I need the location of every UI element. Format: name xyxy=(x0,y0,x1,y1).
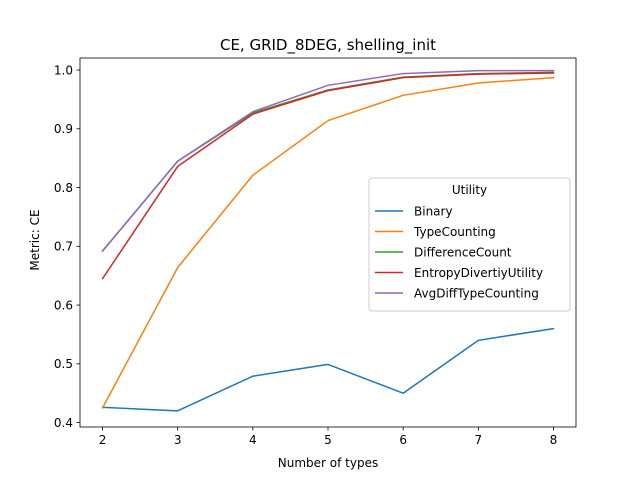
y-tick-label: 0.8 xyxy=(54,181,73,195)
x-tick-label: 5 xyxy=(324,433,332,447)
legend-label-0: Binary xyxy=(414,204,453,218)
chart-title: CE, GRID_8DEG, shelling_init xyxy=(220,36,436,55)
legend-title: Utility xyxy=(452,183,487,197)
series-line-1 xyxy=(101,76,555,409)
y-tick-label: 0.7 xyxy=(54,240,73,254)
legend-label-1: TypeCounting xyxy=(413,225,496,239)
x-tick-label: 3 xyxy=(174,433,182,447)
series-line-4 xyxy=(101,69,555,253)
legend: Utility Binary TypeCounting DifferenceCount… xyxy=(368,177,571,312)
x-tick-label: 4 xyxy=(249,433,257,447)
series-line-0 xyxy=(101,327,555,412)
y-tick-label: 0.6 xyxy=(54,298,73,312)
x-tick-label: 7 xyxy=(474,433,482,447)
y-tick-label: 1.0 xyxy=(54,63,73,77)
legend-label-4: AvgDiffTypeCounting xyxy=(414,286,539,300)
plot-area: 2 3 4 5 6 7 8 0.4 0.5 0.6 0.7 0.8 0.9 1.0 xyxy=(54,57,577,447)
y-tick-label: 0.9 xyxy=(54,122,73,136)
x-tick-label: 2 xyxy=(99,433,107,447)
x-tick-label: 6 xyxy=(399,433,407,447)
x-tick-label: 8 xyxy=(550,433,558,447)
series-line-3 xyxy=(101,72,555,280)
y-tick-label: 0.4 xyxy=(54,416,73,430)
y-axis-label: Metric: CE xyxy=(28,209,42,270)
legend-label-3: EntropyDivertiyUtility xyxy=(414,266,543,280)
y-tick-label: 0.5 xyxy=(54,357,73,371)
legend-box xyxy=(368,177,571,312)
x-axis-label: Number of types xyxy=(278,456,378,470)
legend-label-2: DifferenceCount xyxy=(414,245,512,259)
